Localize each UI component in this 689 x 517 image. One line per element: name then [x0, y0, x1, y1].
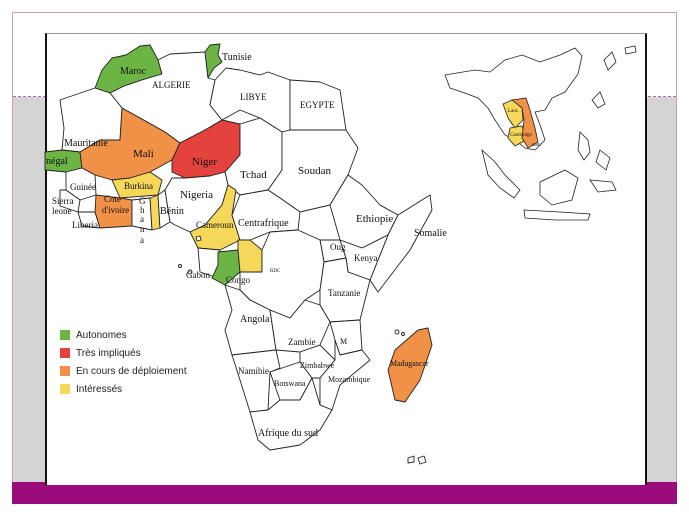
- label-laos: Laos: [508, 109, 518, 114]
- label-cote-2: d'ivoire: [102, 205, 129, 215]
- label-libye: LIBYE: [240, 92, 267, 102]
- label-ouganda: Oug: [330, 242, 346, 252]
- country-egypte: [289, 79, 347, 131]
- label-algerie: ALGERIE: [152, 80, 191, 90]
- country-afrique-du-sud: [249, 377, 333, 451]
- label-nigeria: Nigeria: [180, 189, 213, 201]
- label-zimbabwe: Zimbabwe: [300, 361, 335, 370]
- footer-bar: [12, 482, 677, 504]
- label-leone: leone: [52, 206, 72, 216]
- label-guinee: Guinée: [70, 182, 96, 192]
- country-madagascar: [387, 327, 433, 403]
- country-cambodge: [507, 125, 527, 147]
- legend-swatch: [60, 330, 70, 340]
- legend-label: Intéressés: [76, 383, 123, 395]
- legend-label: Très impliqués: [76, 347, 141, 359]
- slide-frame-left: [12, 12, 13, 482]
- label-egypte: EGYPTE: [300, 100, 335, 110]
- legend-swatch: [60, 366, 70, 376]
- label-ghana-a: a: [140, 214, 144, 224]
- country-namibie: [231, 349, 281, 413]
- label-ghana-n: n: [140, 224, 145, 234]
- label-centrafrique: Centrafrique: [238, 218, 289, 229]
- legend: Autonomes Très impliqués En cours de dép…: [60, 326, 187, 398]
- label-sierra: Sierra: [52, 196, 74, 206]
- label-cote-1: Cote: [104, 194, 121, 204]
- label-cameroun: Cameroun: [196, 220, 234, 230]
- label-afrique-du-sud: Afrique du sud: [258, 428, 318, 439]
- label-maroc: Maroc: [120, 66, 147, 77]
- legend-item-autonomes: Autonomes: [60, 326, 187, 344]
- legend-swatch: [60, 348, 70, 358]
- label-botswana: Botswana: [274, 379, 306, 388]
- country-congo-east: [237, 239, 263, 273]
- country-vietnam: [511, 97, 539, 149]
- country-sierra-leone: [59, 189, 81, 213]
- label-mali: Mali: [133, 148, 154, 160]
- country-mozambique: [319, 339, 371, 411]
- asia-mainland: [444, 47, 583, 151]
- label-zambie: Zambie: [288, 337, 316, 347]
- country-tunisie: [204, 43, 223, 79]
- label-burkina: Burkina: [124, 181, 153, 191]
- label-angola: Angola: [240, 314, 270, 325]
- slide-frame-right: [676, 12, 677, 482]
- label-soudan: Soudan: [298, 165, 332, 177]
- label-ghana-a2: a: [140, 235, 144, 245]
- label-tchad: Tchad: [240, 169, 267, 181]
- label-congo: Congo: [226, 275, 251, 285]
- label-liberia: Liberia: [72, 220, 98, 230]
- slide-frame-top: [12, 12, 677, 13]
- legend-item-interesses: Intéressés: [60, 380, 187, 398]
- label-somalie: Somalie: [414, 228, 447, 239]
- legend-item-deploiement: En cours de déploiement: [60, 362, 187, 380]
- legend-label: Autonomes: [76, 329, 127, 341]
- label-vietnam: nam: [532, 143, 541, 148]
- label-mozambique: Mozambique: [328, 375, 371, 384]
- label-ghana-h: h: [140, 205, 145, 215]
- legend-swatch: [60, 384, 70, 394]
- legend-item-tres-impliques: Très impliqués: [60, 344, 187, 362]
- label-rdc: RDC: [270, 269, 281, 274]
- label-tunisie: Tunisie: [222, 52, 252, 63]
- label-niger: Niger: [192, 156, 217, 168]
- label-madagascar: Madagascar: [390, 359, 429, 368]
- label-tanzanie: Tanzanie: [328, 288, 360, 298]
- label-kenya: Kenya: [354, 253, 378, 263]
- legend-label: En cours de déploiement: [76, 365, 187, 377]
- label-senegal: négal: [46, 156, 68, 167]
- label-ethiopie: Ethiopie: [356, 213, 393, 225]
- label-mauritanie: Mauritanie: [64, 138, 108, 149]
- label-ghana-g: G: [139, 196, 146, 206]
- label-mozambique-m: M: [340, 337, 347, 346]
- asia-inset: [444, 45, 637, 221]
- label-namibie: Namibie: [238, 366, 269, 376]
- label-benin: Bénin: [160, 206, 184, 217]
- label-gabon: Gabon: [186, 270, 210, 280]
- label-cambodge: Cambodge: [510, 133, 532, 138]
